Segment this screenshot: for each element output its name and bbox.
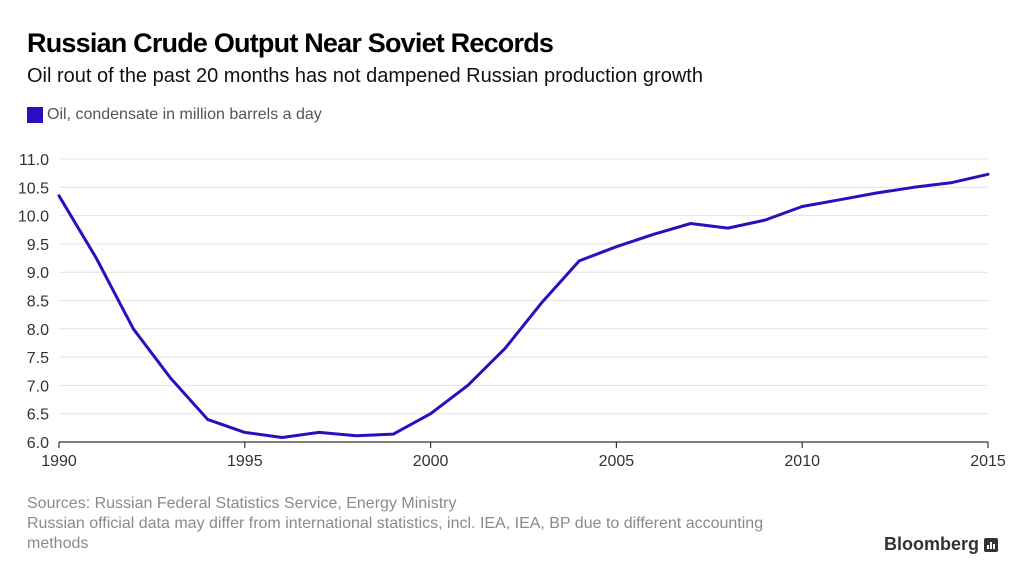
y-tick-label: 9.5: [27, 237, 49, 254]
brand-logo: Bloomberg: [884, 534, 998, 555]
y-tick-label: 9.0: [27, 265, 49, 282]
x-tick-label: 1990: [41, 453, 77, 470]
sources-text: Sources: Russian Federal Statistics Serv…: [27, 495, 457, 512]
legend-swatch: [27, 107, 43, 123]
line-chart: 6.0 6.5 7.0 7.5 8.0 8.5 9.0 9.5 10.0 10.5 11.0 199…: [18, 152, 1006, 470]
y-tick-label: 10.0: [18, 209, 49, 226]
y-tick-label: 6.0: [27, 435, 49, 452]
footer: Sources: Russian Federal Statistics Serv…: [27, 494, 827, 554]
legend-label: Oil, condensate in million barrels a day: [47, 106, 322, 123]
legend: Oil, condensate in million barrels a day: [27, 106, 322, 124]
grid-lines: [59, 158, 988, 415]
bloomberg-bars-icon: [984, 537, 998, 552]
brand-name: Bloomberg: [883, 534, 979, 554]
chart-subtitle: Oil rout of the past 20 months has not d…: [27, 65, 703, 87]
x-tick-label: 2000: [413, 453, 449, 470]
series-layer: [57, 172, 990, 439]
x-axis-ticks: 1990 1995 2000 2005 2010 2015: [41, 442, 1006, 470]
y-tick-label: 6.5: [27, 407, 49, 424]
y-tick-label: 7.5: [27, 350, 49, 367]
chart-title: Russian Crude Output Near Soviet Records: [27, 28, 554, 58]
x-tick-label: 2005: [599, 453, 635, 470]
y-tick-label: 10.5: [18, 180, 49, 197]
series-line: [57, 172, 990, 439]
x-tick-label: 2010: [784, 453, 820, 470]
y-tick-label: 7.0: [27, 378, 49, 395]
x-tick-label: 1995: [227, 453, 263, 470]
y-axis-ticks: 6.0 6.5 7.0 7.5 8.0 8.5 9.0 9.5 10.0 10.5 11.0: [18, 152, 49, 452]
note-text: Russian official data may differ from in…: [27, 515, 764, 552]
y-tick-label: 8.5: [27, 294, 49, 311]
y-tick-label: 8.0: [27, 322, 49, 339]
y-tick-label: 11.0: [19, 152, 49, 169]
x-tick-label: 2015: [970, 453, 1006, 470]
